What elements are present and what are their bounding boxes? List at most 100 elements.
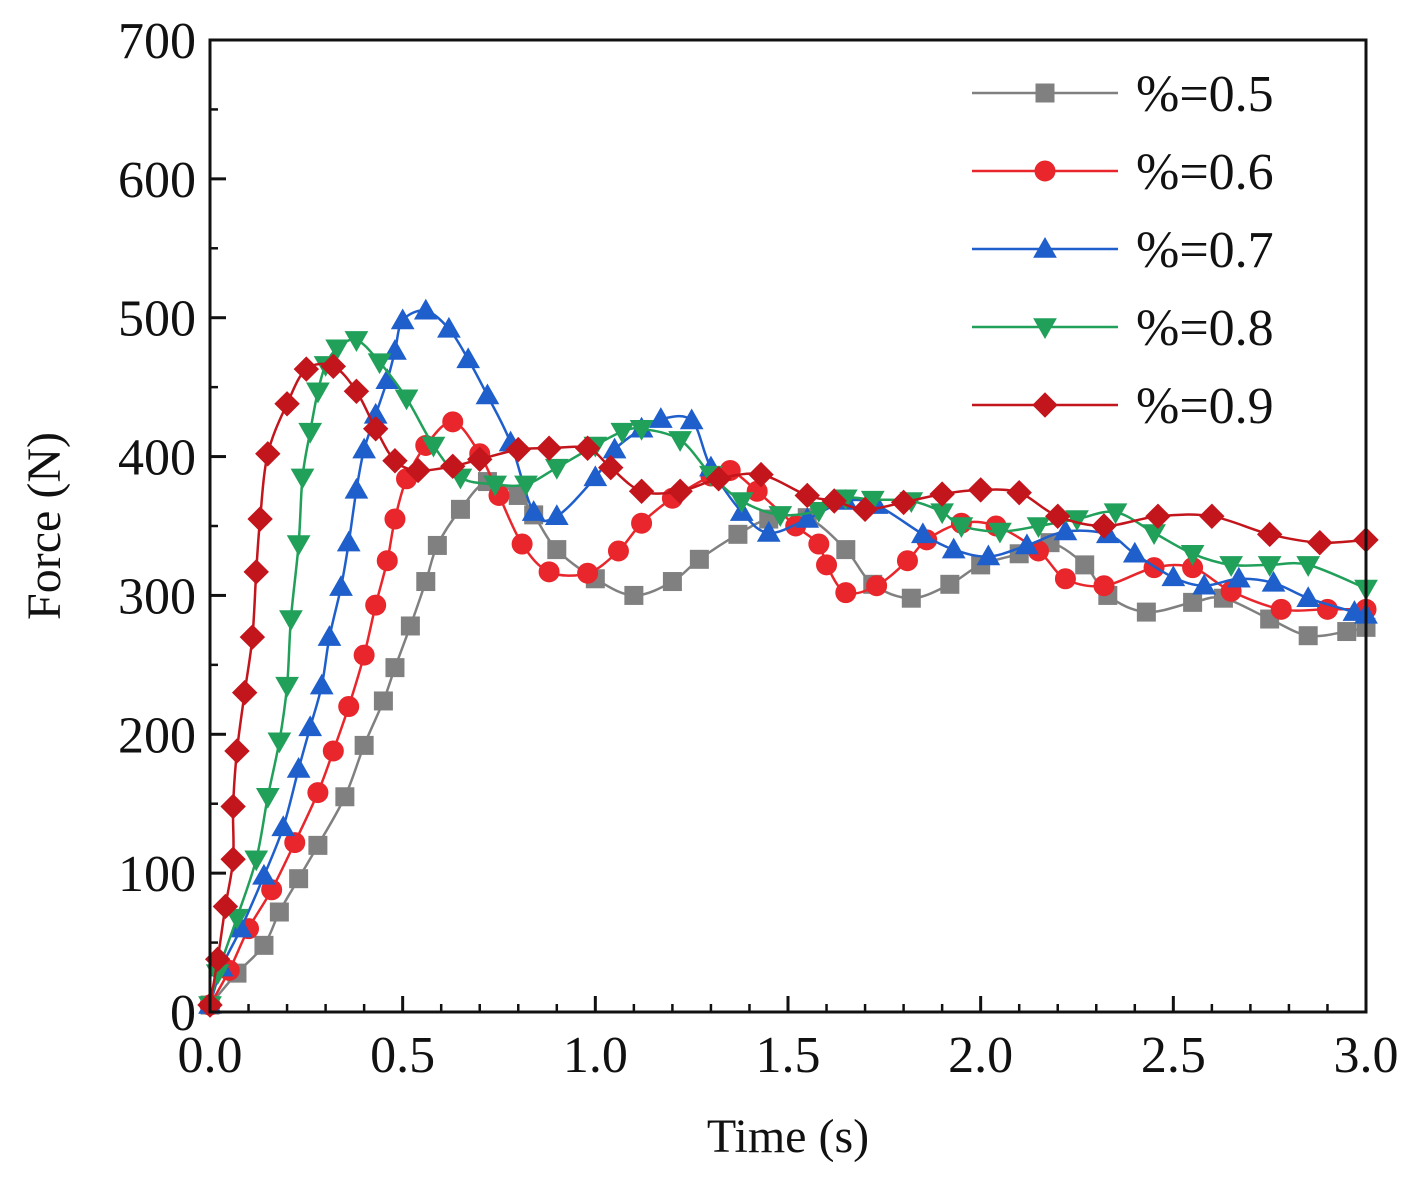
data-point xyxy=(607,540,629,562)
data-point xyxy=(329,575,353,596)
legend: %=0.5 %=0.6 %=0.7 %=0.8 %=0.9 xyxy=(972,66,1274,435)
legend-label: %=0.9 xyxy=(1136,378,1274,435)
data-point xyxy=(1093,575,1115,597)
data-point xyxy=(442,411,464,433)
x-tick-label: 1.0 xyxy=(563,1027,628,1084)
data-point xyxy=(949,517,974,539)
data-point xyxy=(450,499,470,519)
data-point xyxy=(610,422,635,444)
data-point xyxy=(1075,555,1095,575)
data-point xyxy=(220,793,246,820)
legend-marker xyxy=(1035,83,1055,103)
data-point xyxy=(544,504,569,526)
data-point xyxy=(1296,586,1321,607)
data-point xyxy=(271,815,296,837)
plot-frame xyxy=(208,38,1368,1014)
data-point xyxy=(1219,556,1243,577)
data-point xyxy=(631,512,653,534)
x-tick-label: 1.5 xyxy=(756,1027,821,1084)
data-point xyxy=(1296,556,1321,577)
data-point xyxy=(852,496,878,523)
data-point xyxy=(768,506,793,527)
data-point xyxy=(231,679,258,706)
data-point xyxy=(298,715,323,737)
data-point xyxy=(344,331,369,352)
data-point xyxy=(343,378,370,405)
data-point xyxy=(577,562,599,584)
data-point xyxy=(267,732,292,754)
data-point xyxy=(835,582,857,604)
data-point xyxy=(400,616,420,636)
data-point xyxy=(689,549,709,569)
y-tick-label: 700 xyxy=(118,13,196,70)
data-point xyxy=(679,408,704,430)
data-point xyxy=(729,492,754,514)
data-point xyxy=(808,533,830,555)
data-point xyxy=(890,489,917,516)
data-point xyxy=(320,353,347,380)
data-point xyxy=(307,782,329,804)
data-point xyxy=(602,437,627,459)
data-point xyxy=(394,389,419,411)
data-point xyxy=(911,522,935,544)
data-point xyxy=(365,594,387,616)
data-point xyxy=(662,572,682,592)
data-point xyxy=(390,308,415,330)
data-point xyxy=(286,756,311,778)
data-point xyxy=(239,624,266,650)
data-point xyxy=(941,537,966,559)
data-point xyxy=(325,339,350,361)
data-point xyxy=(483,475,508,497)
data-point xyxy=(243,559,269,585)
x-tick-label: 3.0 xyxy=(1334,1027,1399,1084)
data-point xyxy=(1298,626,1318,646)
data-point xyxy=(748,461,774,488)
data-point xyxy=(255,441,281,467)
data-point xyxy=(475,383,500,405)
data-point xyxy=(306,382,330,404)
data-point xyxy=(1054,568,1076,590)
tick-labels: 0.0 0.5 1.0 1.5 2.0 2.5 3.0 0 100 200 300 400 500 600… xyxy=(118,13,1399,1084)
data-point xyxy=(1053,519,1078,541)
legend-label: %=0.5 xyxy=(1136,66,1274,123)
data-point xyxy=(667,478,693,504)
legend-item: %=0.6 xyxy=(972,144,1274,201)
data-point xyxy=(1103,503,1128,525)
data-point xyxy=(275,676,299,698)
data-point xyxy=(598,454,624,481)
data-point xyxy=(212,893,239,920)
data-point xyxy=(628,478,655,504)
data-point xyxy=(247,506,273,532)
legend-label: %=0.7 xyxy=(1136,222,1274,279)
data-point xyxy=(544,458,569,480)
data-point xyxy=(511,533,533,555)
data-point xyxy=(354,735,374,755)
y-tick-label: 100 xyxy=(118,846,196,903)
data-point xyxy=(705,466,732,492)
legend-marker xyxy=(1034,160,1056,182)
data-point xyxy=(728,524,748,544)
x-tick-label: 0.0 xyxy=(178,1027,243,1084)
data-point xyxy=(269,902,289,922)
data-point xyxy=(1256,521,1283,548)
data-point xyxy=(1122,541,1147,563)
data-point xyxy=(284,832,306,854)
data-point xyxy=(373,691,393,711)
data-point xyxy=(514,475,538,497)
data-point xyxy=(416,572,436,592)
data-point xyxy=(1199,503,1225,529)
y-tick-label: 600 xyxy=(118,152,196,209)
y-tick-label: 200 xyxy=(118,707,196,764)
data-point xyxy=(338,696,360,718)
data-point xyxy=(624,585,644,605)
data-point xyxy=(668,431,692,452)
x-tick-label: 0.5 xyxy=(370,1027,435,1084)
data-point xyxy=(228,916,253,938)
data-point xyxy=(298,422,323,444)
data-point xyxy=(224,738,250,764)
data-point xyxy=(1026,517,1051,539)
data-point xyxy=(274,391,300,417)
data-point xyxy=(1145,503,1171,529)
data-point xyxy=(1136,602,1156,622)
